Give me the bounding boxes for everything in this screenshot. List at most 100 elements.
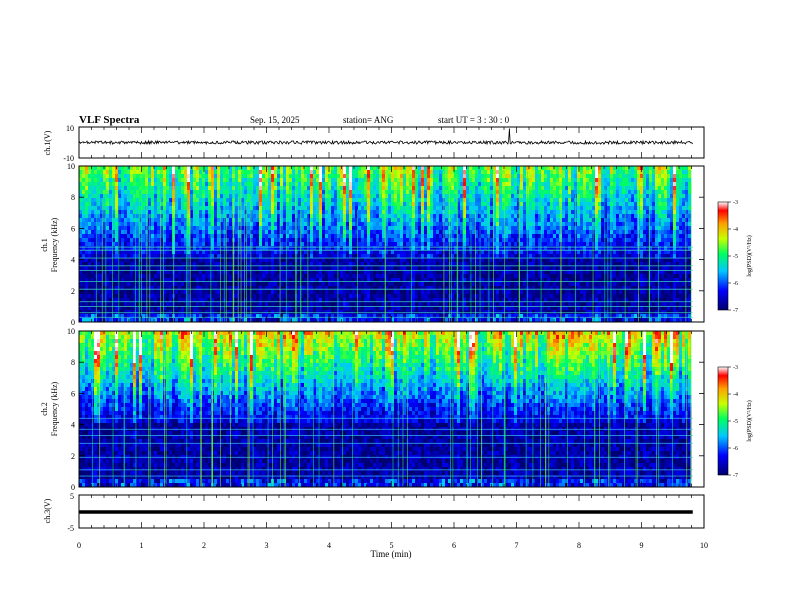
spectrogram-cell [547,230,551,235]
spectrogram-cell [436,238,440,243]
spectrogram-cell [622,226,626,231]
spectrogram-cell [262,254,266,259]
spectrogram-cell [544,174,548,179]
spectrogram-cell [229,254,233,259]
spectrogram-cell [523,238,527,243]
spectrogram-cell [592,254,596,259]
spectrogram-cell [523,190,527,195]
spectrogram-cell [373,166,377,171]
spectrogram-cell [352,186,356,191]
spectrogram-cell [247,242,251,247]
spectrogram-cell [79,214,83,219]
spectrogram-cell [199,210,203,215]
spectrogram-cell [136,206,140,211]
spectrogram-cell [316,198,320,203]
spectrogram-cell [313,190,317,195]
spectrogram-cell [352,202,356,207]
spectrogram-cell [565,230,569,235]
spectrogram-cell [538,234,542,239]
spectrogram-cell [130,194,134,199]
spectrogram-cell [685,254,689,259]
spectrogram-cell [412,258,416,263]
spectrogram-cell [142,250,146,255]
spectrogram-cell [283,202,287,207]
spectrogram-cell [142,242,146,247]
spectrogram-cell [358,238,362,243]
spectrogram-cell [640,214,644,219]
spectrogram-cell [439,210,443,215]
spectrogram-cell [346,174,350,179]
spectrogram-cell [382,174,386,179]
spectrogram-cell [127,238,131,243]
spectrogram-cell [526,226,530,231]
spectrogram-cell [211,246,215,251]
spectrogram-cell [460,226,464,231]
spectrogram-cell [259,190,263,195]
spectrogram-cell [469,190,473,195]
spectrogram-cell [613,234,617,239]
spectrogram-cell [427,230,431,235]
spectrogram-cell [460,238,464,243]
spectrogram-cell [109,238,113,243]
spectrogram-cell [268,258,272,263]
spectrogram-cell [409,166,413,171]
spectrogram-cell [430,250,434,255]
spectrogram-cell [352,254,356,259]
spectrogram-cell [313,170,317,175]
spectrogram-cell [301,254,305,259]
spectrogram-cell [85,178,89,183]
spectrogram-cell [532,182,536,187]
spectrogram-cell [271,230,275,235]
spectrogram-cell [643,190,647,195]
spectrogram-cell [667,198,671,203]
spectrogram-cell [388,178,392,183]
spectrogram-cell [112,250,116,255]
spectrogram-cell [97,194,101,199]
spectrogram-cell [211,234,215,239]
spectrogram-cell [337,218,341,223]
spectrogram-cell [247,238,251,243]
spectrogram-cell [343,242,347,247]
spectrogram-cell [430,210,434,215]
spectrogram-cell [604,234,608,239]
spectrogram-cell [79,170,83,175]
spectrogram-cell [259,226,263,231]
spectrogram-cell [541,182,545,187]
spectrogram-cell [460,254,464,259]
spectrogram-cell [124,178,128,183]
spectrogram-cell [286,238,290,243]
spectrogram-cell [496,198,500,203]
spectrogram-cell [544,198,548,203]
spectrogram-cell [547,218,551,223]
spectrogram-cell [526,250,530,255]
spectrogram-cell [310,214,314,219]
spectrogram-cell [79,198,83,203]
spectrogram-cell [481,198,485,203]
spectrogram-cell [583,242,587,247]
spectrogram-cell [325,254,329,259]
spectrogram-cell [469,178,473,183]
spectrogram-cell [640,182,644,187]
spectrogram-cell [115,178,119,183]
spectrogram-cell [247,226,251,231]
spectrogram-cell [229,242,233,247]
spectrogram-cell [382,214,386,219]
spectrogram-cell [253,190,257,195]
spectrogram-cell [634,166,638,171]
spectrogram-cell [208,186,212,191]
spectrogram-cell [205,210,209,215]
spectrogram-cell [613,206,617,211]
spectrogram-cell [100,210,104,215]
spectrogram-cell [79,234,83,239]
spectrogram-cell [493,182,497,187]
spectrogram-cell [103,198,107,203]
spectrogram-cell [574,186,578,191]
spectrogram-cell [511,194,515,199]
spectrogram-cell [496,218,500,223]
spectrogram-cell [658,222,662,227]
spectrogram-cell [595,170,599,175]
spectrogram-cell [208,238,212,243]
spectrogram-cell [475,230,479,235]
spectrogram-cell [154,254,158,259]
spectrogram-cell [631,226,635,231]
